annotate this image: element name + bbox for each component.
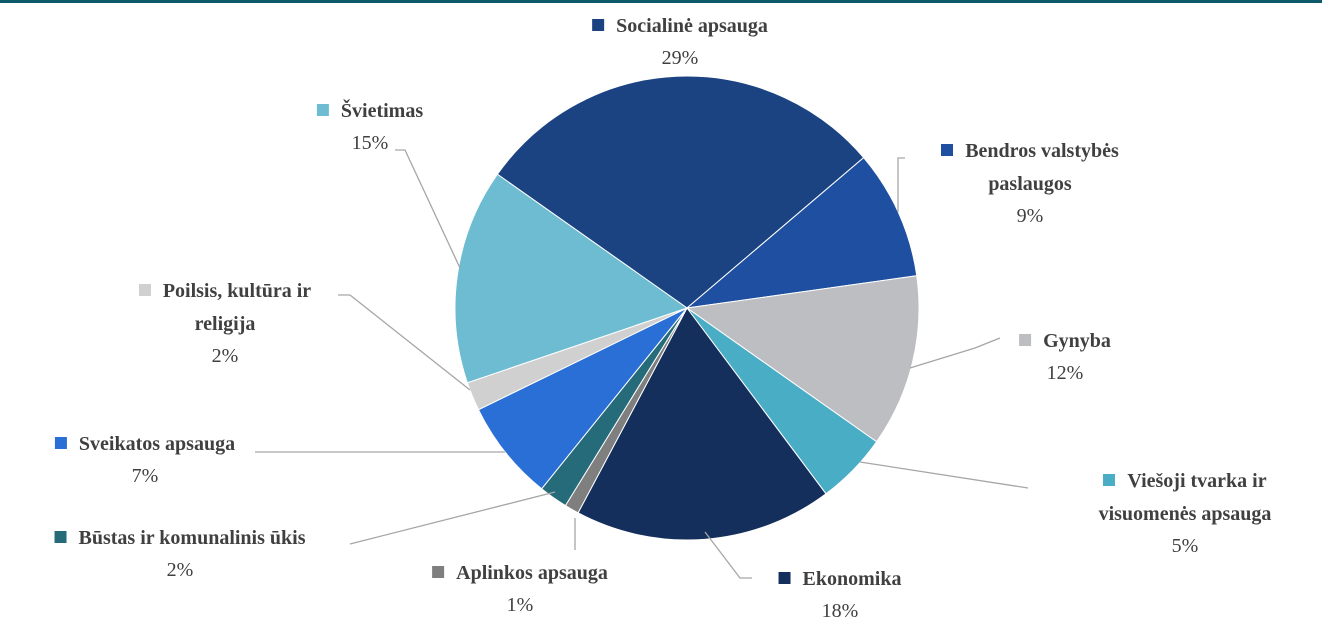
legend-swatch	[54, 531, 67, 543]
category-name: Ekonomika	[802, 568, 902, 590]
legend-swatch	[432, 566, 445, 578]
pie-slice	[454, 173, 689, 384]
category-name: Poilsis, kultūra ir religija	[162, 280, 312, 335]
legend-swatch	[138, 284, 151, 296]
category-label: Švietimas	[316, 95, 424, 128]
leader-line	[909, 337, 1001, 369]
category-name: Švietimas	[340, 100, 424, 122]
value-label: 15%	[351, 132, 389, 154]
data-label: Sveikatos apsauga 7%	[54, 428, 236, 491]
category-name: Būstas ir komunalinis ūkis	[78, 527, 306, 549]
legend-swatch	[941, 144, 954, 156]
leader-line	[897, 157, 905, 212]
value-label: 9%	[1016, 205, 1044, 227]
legend-swatch	[1103, 474, 1116, 486]
data-label: Poilsis, kultūra ir religija 2%	[110, 275, 340, 371]
value-label: 2%	[211, 345, 239, 367]
leader-line	[395, 149, 461, 269]
category-label: Viešoji tvarka ir visuomenės apsauga	[1065, 465, 1305, 531]
category-name: Sveikatos apsauga	[78, 433, 236, 455]
category-label: Socialinė apsauga	[592, 10, 768, 43]
legend-swatch	[592, 19, 605, 31]
category-label: Būstas ir komunalinis ūkis	[54, 522, 306, 555]
legend-swatch	[1019, 334, 1032, 346]
data-label: Būstas ir komunalinis ūkis 2%	[54, 522, 306, 585]
category-name: Gynyba	[1043, 330, 1111, 352]
value-label: 12%	[1046, 362, 1084, 384]
legend-swatch	[778, 572, 791, 584]
legend-swatch	[54, 437, 67, 449]
category-label: Ekonomika	[778, 563, 902, 596]
category-label: Sveikatos apsauga	[54, 428, 236, 461]
category-name: Aplinkos apsauga	[456, 562, 608, 584]
pie-slice	[685, 275, 920, 443]
category-label: Aplinkos apsauga	[432, 557, 608, 590]
category-label: Poilsis, kultūra ir religija	[110, 275, 340, 341]
leader-line	[704, 531, 752, 579]
data-label: Gynyba 12%	[1019, 325, 1111, 388]
data-label: Bendros valstybės paslaugos 9%	[915, 135, 1145, 231]
data-label: Socialinė apsauga 29%	[592, 10, 768, 73]
category-name: Viešoji tvarka ir visuomenės apsauga	[1098, 470, 1272, 525]
legend-swatch	[316, 104, 329, 116]
category-label: Bendros valstybės paslaugos	[915, 135, 1145, 201]
value-label: 29%	[661, 47, 699, 69]
value-label: 2%	[166, 559, 194, 581]
category-label: Gynyba	[1019, 325, 1111, 358]
pie-slice	[685, 156, 918, 309]
leader-line	[349, 491, 556, 545]
value-label: 1%	[506, 594, 534, 616]
pie-slice	[577, 307, 827, 541]
value-label: 5%	[1171, 535, 1199, 557]
pie-slice	[477, 307, 688, 490]
data-label: Aplinkos apsauga 1%	[432, 557, 608, 620]
category-name: Socialinė apsauga	[616, 15, 768, 37]
value-label: 18%	[821, 600, 859, 622]
data-label: Viešoji tvarka ir visuomenės apsauga 5%	[1065, 465, 1305, 561]
top-border	[0, 0, 1322, 3]
pie-slice	[496, 75, 865, 309]
category-name: Bendros valstybės paslaugos	[965, 140, 1119, 195]
leader-line	[338, 294, 471, 391]
leader-line	[859, 461, 1029, 489]
value-label: 7%	[131, 465, 159, 487]
data-label: Švietimas 15%	[316, 95, 424, 158]
